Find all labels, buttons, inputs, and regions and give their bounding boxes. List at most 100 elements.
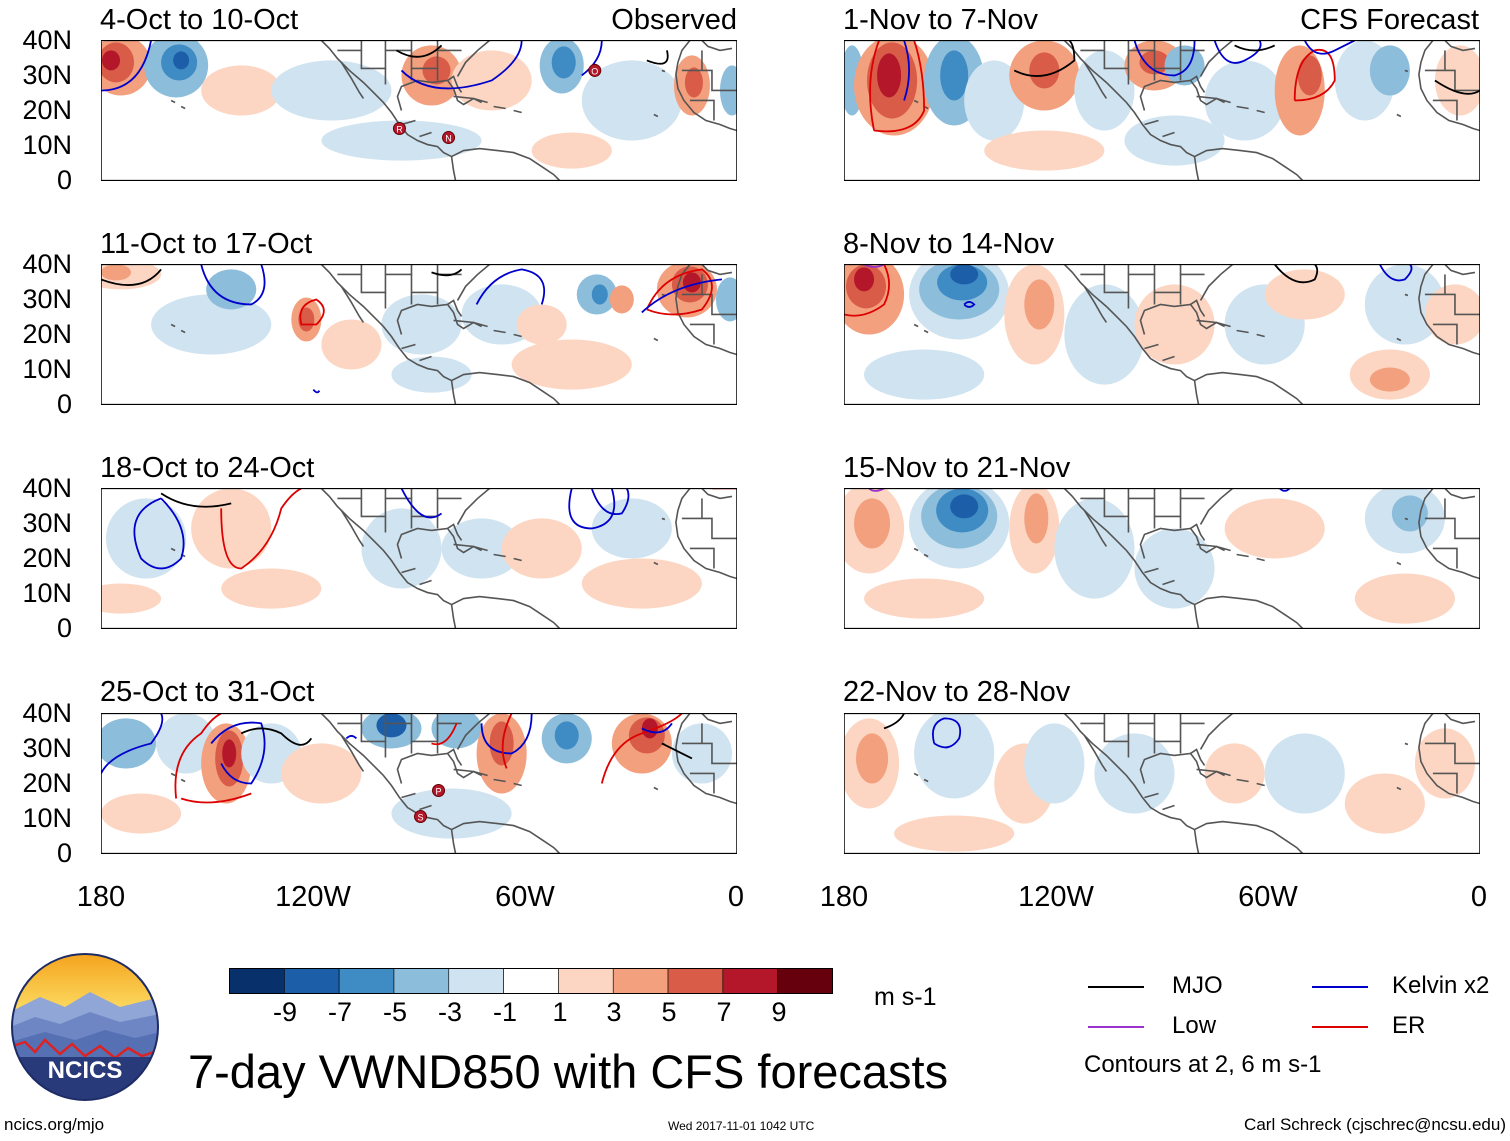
colorbar-swatch	[448, 968, 504, 994]
map-panel	[844, 713, 1480, 854]
colorbar-swatch	[612, 968, 669, 994]
storm-marker-label: P	[436, 787, 442, 797]
x-tick: 60W	[495, 881, 555, 913]
panel-title: 1-Nov to 7-Nov	[843, 4, 1039, 36]
logo-text: NCICS	[48, 1057, 123, 1084]
legend-swatch-low	[1088, 1026, 1144, 1028]
y-tick: 30N	[22, 284, 72, 314]
wave-contours	[101, 40, 669, 92]
x-tick: 120W	[1018, 881, 1094, 913]
legend-note: Contours at 2, 6 m s-1	[1084, 1051, 1322, 1078]
vwnd-shading	[844, 713, 1475, 852]
panel-title: 15-Nov to 21-Nov	[843, 452, 1071, 484]
colorbar-label: 9	[771, 997, 787, 1027]
x-tick: 180	[819, 881, 869, 913]
colorbar-label: 7	[716, 997, 732, 1027]
y-tick: 40N	[22, 249, 72, 279]
map-panel	[101, 488, 737, 629]
storm-marker-label: O	[591, 66, 598, 76]
y-tick: 0	[56, 613, 72, 643]
panel-title: 8-Nov to 14-Nov	[843, 228, 1055, 260]
y-tick: 0	[56, 389, 72, 419]
storm-markers: P S	[413, 784, 446, 824]
map-panel: P S	[101, 713, 737, 854]
map-panel	[844, 488, 1480, 629]
legend-label-kelvin: Kelvin x2	[1392, 972, 1490, 999]
colorbar-label: -1	[492, 997, 517, 1027]
colorbar-unit: m s-1	[874, 983, 937, 1011]
y-tick: 20N	[22, 768, 72, 798]
y-tick: 20N	[22, 95, 72, 125]
legend-label-er: ER	[1392, 1012, 1426, 1039]
vwnd-shading	[101, 264, 737, 393]
map-panel	[844, 40, 1480, 181]
column-tag-observed: Observed	[611, 4, 737, 36]
legend-swatch-mjo	[1088, 986, 1144, 988]
colorbar-swatch	[229, 968, 285, 994]
panel-title: 22-Nov to 28-Nov	[843, 676, 1071, 708]
y-tick: 20N	[22, 543, 72, 573]
x-tick: 180	[76, 881, 126, 913]
colorbar-swatch	[722, 968, 778, 994]
legend-label-low: Low	[1172, 1012, 1217, 1039]
panel-title: 25-Oct to 31-Oct	[100, 676, 315, 708]
y-tick: 20N	[22, 319, 72, 349]
wave-contours	[133, 488, 737, 570]
y-tick: 0	[56, 838, 72, 868]
main-title: 7-day VWND850 with CFS forecasts	[188, 1045, 949, 1098]
y-tick: 40N	[22, 25, 72, 55]
x-tick: 60W	[1238, 881, 1298, 913]
footer-link[interactable]: ncics.org/mjo	[4, 1115, 105, 1134]
colorbar-label: 3	[606, 997, 622, 1027]
y-tick: 30N	[22, 60, 72, 90]
y-tick: 10N	[22, 130, 72, 160]
storm-marker-label: S	[417, 813, 423, 823]
colorbar-swatch	[777, 968, 833, 994]
y-tick: 10N	[22, 578, 72, 608]
vwnd-shading	[844, 264, 1480, 400]
map-panel: R N O	[101, 40, 737, 181]
colorbar-swatch	[667, 968, 724, 994]
legend-swatch-er	[1312, 1026, 1368, 1028]
vwnd-shading	[844, 488, 1455, 624]
map-panel	[101, 264, 737, 405]
colorbar-swatch	[284, 968, 340, 994]
colorbar-swatch	[503, 968, 559, 994]
panel-title: 18-Oct to 24-Oct	[100, 452, 315, 484]
legend-swatch-kelvin	[1312, 986, 1368, 988]
y-tick: 10N	[22, 803, 72, 833]
y-tick: 10N	[22, 354, 72, 384]
colorbar-label: -7	[327, 997, 352, 1027]
y-tick: 40N	[22, 473, 72, 503]
y-tick: 40N	[22, 698, 72, 728]
colorbar-swatches	[229, 968, 833, 994]
colorbar-label: -5	[382, 997, 407, 1027]
colorbar-label: -9	[272, 997, 297, 1027]
wave-contours	[869, 40, 1480, 133]
wave-contours	[883, 713, 962, 749]
storm-markers: R N O	[392, 63, 602, 145]
y-tick: 30N	[22, 733, 72, 763]
ncics-logo: NCICS	[11, 953, 159, 1101]
storm-marker-label: R	[396, 125, 403, 135]
wave-contours	[101, 713, 693, 804]
map-panel	[844, 264, 1480, 405]
x-tick: 0	[727, 881, 745, 913]
colorbar-swatch	[558, 968, 614, 994]
footer-timestamp: Wed 2017-11-01 1042 UTC	[668, 1119, 815, 1133]
y-tick: 30N	[22, 508, 72, 538]
x-tick: 120W	[275, 881, 351, 913]
colorbar-label: -3	[437, 997, 462, 1027]
wave-contours	[101, 264, 723, 394]
panel-title: 11-Oct to 17-Oct	[100, 228, 313, 260]
panel-title: 4-Oct to 10-Oct	[100, 4, 299, 36]
legend-label-mjo: MJO	[1172, 972, 1223, 999]
x-tick: 0	[1470, 881, 1488, 913]
column-tag-forecast: CFS Forecast	[1300, 4, 1479, 36]
vwnd-shading	[844, 40, 1480, 171]
storm-marker-label: N	[445, 134, 452, 144]
colorbar-label: 5	[661, 997, 677, 1027]
footer-credit: Carl Schreck (cjschrec@ncsu.edu)	[1244, 1115, 1506, 1134]
colorbar-label: 1	[552, 997, 568, 1027]
colorbar-swatch	[338, 968, 395, 994]
